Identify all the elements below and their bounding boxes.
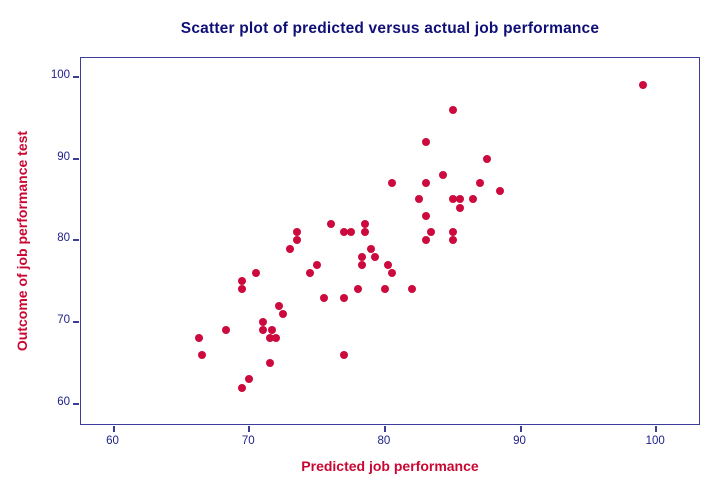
data-point [448, 228, 457, 237]
data-point [340, 350, 349, 359]
data-point [421, 138, 430, 147]
x-axis-label: Predicted job performance [301, 458, 479, 474]
data-point [340, 293, 349, 302]
data-point [387, 179, 396, 188]
y-tick-mark [73, 239, 79, 242]
data-point [448, 236, 457, 245]
data-point [408, 285, 417, 294]
y-tick-label: 100 [50, 68, 70, 81]
data-point [252, 269, 260, 278]
x-tick-label: 90 [513, 435, 526, 447]
x-tick-mark [383, 426, 386, 432]
y-tick-label: 80 [57, 232, 70, 245]
data-point [265, 359, 274, 368]
data-point [427, 228, 436, 237]
data-point [292, 228, 301, 237]
x-tick-label: 70 [241, 435, 255, 447]
chart-title: Scatter plot of predicted versus actual … [180, 20, 600, 37]
data-point [265, 334, 274, 343]
data-point [306, 269, 315, 278]
data-point [285, 244, 294, 253]
y-tick-mark [73, 402, 79, 405]
data-point [496, 187, 505, 196]
data-point [421, 179, 430, 188]
y-axis-label: Outcome of job performance test [14, 130, 30, 352]
data-point [268, 326, 277, 335]
data-point [455, 195, 464, 204]
data-point [238, 285, 247, 294]
data-point [439, 170, 448, 179]
y-tick-mark [73, 75, 79, 78]
data-point [638, 80, 647, 89]
data-point [475, 179, 484, 188]
data-point [360, 220, 369, 228]
data-point [258, 326, 267, 335]
y-tick-label: 90 [57, 150, 70, 163]
data-point [292, 236, 301, 245]
data-point [272, 334, 281, 343]
data-point [238, 277, 247, 286]
data-point [448, 105, 457, 114]
x-tick-label: 100 [645, 435, 665, 447]
data-point [455, 203, 464, 212]
data-point [357, 252, 366, 261]
x-tick-mark [248, 426, 251, 432]
data-point [387, 269, 396, 278]
data-point [357, 260, 366, 269]
plot-area [73, 57, 700, 432]
data-point [238, 383, 247, 392]
y-tick-label: 70 [57, 314, 70, 327]
data-point [380, 285, 389, 294]
data-point [197, 350, 206, 359]
y-tick-mark [73, 157, 79, 160]
data-point [421, 211, 430, 220]
data-point [469, 195, 478, 204]
data-point [346, 228, 355, 237]
data-point [245, 375, 254, 384]
data-point [414, 195, 423, 204]
data-point [340, 228, 349, 237]
x-tick-mark [655, 426, 658, 432]
data-point [371, 252, 380, 261]
data-point [222, 326, 231, 335]
y-tick-mark [73, 321, 79, 324]
data-point [383, 260, 392, 269]
data-point [275, 301, 284, 310]
data-point [448, 195, 457, 204]
data-point [195, 334, 204, 343]
data-point [360, 228, 369, 237]
data-point [313, 260, 322, 269]
y-tick-label: 60 [57, 395, 70, 408]
x-tick-label: 60 [106, 435, 119, 447]
data-point [421, 236, 430, 245]
x-tick-mark [112, 426, 115, 432]
x-tick-mark [519, 426, 522, 432]
data-point [353, 285, 362, 294]
data-point [482, 154, 491, 163]
data-point [326, 220, 335, 228]
data-point [279, 309, 288, 318]
data-point [367, 244, 376, 253]
data-point [258, 318, 267, 327]
x-tick-label: 80 [377, 435, 391, 447]
data-point [319, 293, 328, 302]
